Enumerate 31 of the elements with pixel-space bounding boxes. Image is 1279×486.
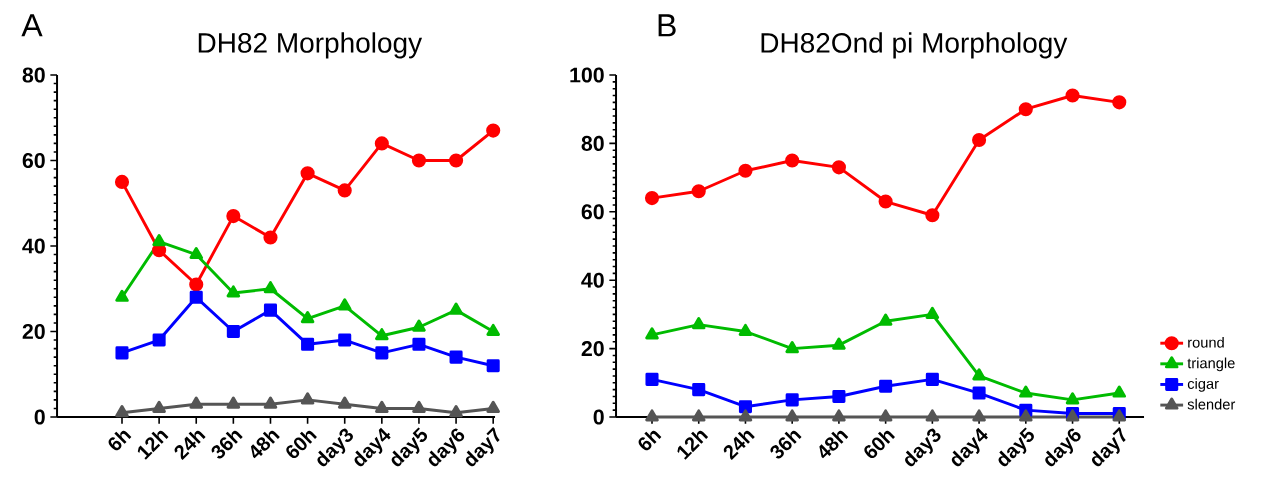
text: B (658, 14, 676, 37)
x-tick-label: 24h (174, 430, 206, 461)
x-tick-label: 24h (723, 430, 755, 461)
x-tick-label: 6h (108, 430, 132, 451)
legend-label: triangle (1187, 357, 1235, 372)
y-tick-label: 80 (581, 135, 604, 151)
x-tick-label: 12h (677, 430, 709, 460)
chart-title: DH82Ond pi Morphology (761, 32, 1068, 59)
y-tick-label: 60 (22, 152, 45, 169)
y-tick-label: 60 (581, 204, 604, 220)
x-tick-label: 48h (250, 430, 280, 459)
x-tick-label: 36h (211, 430, 243, 459)
x-tick-label: 60h (864, 430, 895, 459)
x-tick-label: 48h (819, 430, 849, 459)
text: A (21, 14, 43, 37)
y-tick-label: 40 (22, 238, 45, 254)
y-tick-label: 0 (34, 409, 45, 425)
legend-label: slender (1187, 398, 1236, 410)
y-tick-label: 100 (570, 67, 604, 83)
x-tick-label: 6h (638, 430, 662, 451)
x-tick-label: 36h (770, 430, 802, 459)
y-tick-label: 20 (22, 323, 45, 340)
x-tick-label: 60h (286, 430, 317, 459)
y-tick-label: 40 (581, 272, 604, 288)
chart-title: DH82 Morphology (198, 32, 423, 59)
x-tick-label: 12h (137, 430, 169, 460)
y-tick-label: 20 (581, 341, 604, 357)
legend-label: cigar (1187, 378, 1219, 392)
y-tick-label: 0 (593, 409, 604, 425)
legend-label: round (1188, 336, 1224, 348)
y-tick-label: 80 (22, 67, 45, 83)
